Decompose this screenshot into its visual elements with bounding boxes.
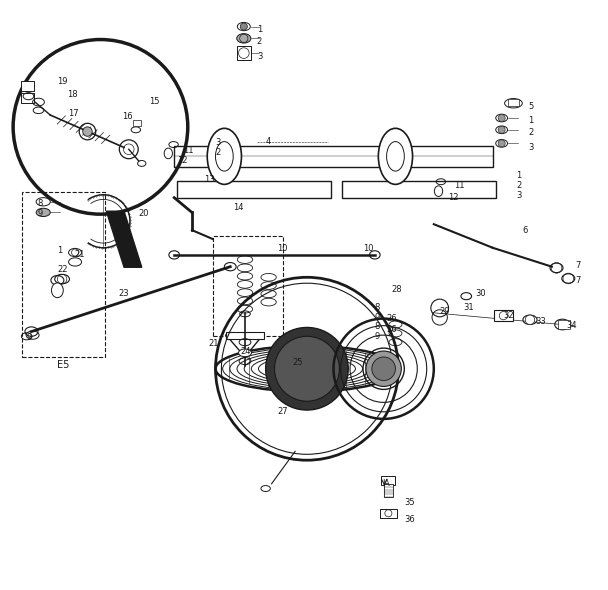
Text: 11: 11 bbox=[454, 181, 465, 191]
Circle shape bbox=[240, 23, 247, 30]
Circle shape bbox=[525, 315, 534, 324]
Text: 34: 34 bbox=[567, 321, 577, 330]
Polygon shape bbox=[226, 335, 263, 357]
Polygon shape bbox=[106, 211, 142, 267]
Text: 2: 2 bbox=[215, 148, 221, 157]
Bar bbox=[558, 320, 570, 329]
Text: 19: 19 bbox=[57, 77, 68, 86]
Text: 11: 11 bbox=[183, 146, 193, 155]
Text: 3: 3 bbox=[516, 191, 522, 201]
Text: 10: 10 bbox=[363, 244, 373, 254]
Ellipse shape bbox=[52, 283, 63, 297]
Text: 8: 8 bbox=[375, 322, 380, 332]
Text: 3: 3 bbox=[215, 138, 221, 148]
Text: 2: 2 bbox=[257, 37, 262, 46]
Text: 13: 13 bbox=[204, 175, 215, 184]
Text: 20: 20 bbox=[139, 209, 150, 218]
Ellipse shape bbox=[164, 148, 173, 159]
Text: 21: 21 bbox=[74, 250, 85, 260]
Bar bbox=[508, 99, 519, 106]
Ellipse shape bbox=[36, 208, 50, 217]
Text: 3: 3 bbox=[257, 51, 262, 61]
Text: 8: 8 bbox=[37, 199, 43, 208]
Bar bbox=[380, 509, 396, 518]
Text: 14: 14 bbox=[233, 203, 244, 212]
Bar bbox=[494, 310, 513, 321]
Text: 22: 22 bbox=[57, 265, 68, 274]
Text: 30: 30 bbox=[475, 289, 486, 299]
Text: 9: 9 bbox=[37, 209, 43, 218]
Text: 36: 36 bbox=[404, 514, 415, 524]
Bar bbox=[213, 236, 283, 336]
Text: 9: 9 bbox=[27, 333, 32, 342]
Text: 31: 31 bbox=[463, 303, 474, 313]
Bar bbox=[133, 120, 141, 126]
Text: 4: 4 bbox=[266, 137, 271, 146]
Text: 27: 27 bbox=[277, 407, 288, 417]
Text: 17: 17 bbox=[68, 109, 78, 118]
Bar bbox=[21, 81, 34, 91]
Circle shape bbox=[366, 351, 401, 386]
Text: 10: 10 bbox=[277, 244, 288, 254]
Text: 26: 26 bbox=[387, 314, 397, 323]
Bar bbox=[21, 93, 34, 103]
Text: 26: 26 bbox=[387, 324, 397, 334]
Bar bbox=[22, 192, 105, 357]
Text: 33: 33 bbox=[535, 317, 546, 326]
Circle shape bbox=[498, 126, 505, 133]
Text: 12: 12 bbox=[177, 156, 188, 165]
Text: 15: 15 bbox=[150, 97, 160, 106]
Text: 2: 2 bbox=[516, 181, 522, 191]
Bar bbox=[226, 332, 264, 339]
Ellipse shape bbox=[207, 129, 241, 184]
Ellipse shape bbox=[378, 129, 413, 184]
Text: 28: 28 bbox=[392, 284, 402, 294]
Text: 16: 16 bbox=[122, 112, 133, 121]
Text: 21: 21 bbox=[209, 339, 219, 348]
Text: 1: 1 bbox=[528, 116, 533, 126]
Text: 1: 1 bbox=[57, 246, 63, 255]
Text: 18: 18 bbox=[67, 90, 77, 99]
Ellipse shape bbox=[238, 349, 252, 356]
Text: 2: 2 bbox=[528, 128, 533, 137]
Text: 7: 7 bbox=[575, 276, 581, 285]
Bar bbox=[381, 476, 395, 485]
Text: 9: 9 bbox=[375, 332, 380, 341]
Text: 3: 3 bbox=[528, 143, 534, 152]
Bar bbox=[342, 181, 496, 198]
Ellipse shape bbox=[434, 186, 443, 196]
Text: 5: 5 bbox=[528, 101, 533, 111]
Text: 1: 1 bbox=[516, 171, 522, 181]
Text: 29: 29 bbox=[440, 307, 450, 316]
Bar bbox=[174, 146, 493, 167]
Circle shape bbox=[372, 357, 395, 381]
Ellipse shape bbox=[237, 34, 251, 43]
Text: E5: E5 bbox=[57, 360, 70, 369]
Circle shape bbox=[498, 140, 505, 147]
Circle shape bbox=[266, 327, 348, 410]
Text: 6: 6 bbox=[522, 225, 528, 235]
Text: 35: 35 bbox=[404, 498, 415, 507]
Bar bbox=[237, 46, 251, 60]
Text: 23: 23 bbox=[118, 289, 129, 299]
Bar bbox=[384, 484, 393, 497]
Text: 9: 9 bbox=[375, 313, 380, 322]
Text: 8: 8 bbox=[375, 303, 380, 313]
Circle shape bbox=[498, 114, 505, 122]
Text: 25: 25 bbox=[292, 358, 303, 368]
Text: 32: 32 bbox=[503, 311, 514, 320]
Text: 1: 1 bbox=[257, 25, 262, 34]
Text: 24: 24 bbox=[240, 346, 250, 356]
Circle shape bbox=[83, 127, 92, 136]
Text: 12: 12 bbox=[449, 193, 459, 202]
Circle shape bbox=[274, 336, 339, 401]
Text: A: A bbox=[384, 479, 390, 489]
Text: 7: 7 bbox=[575, 261, 581, 270]
Bar bbox=[177, 181, 331, 198]
